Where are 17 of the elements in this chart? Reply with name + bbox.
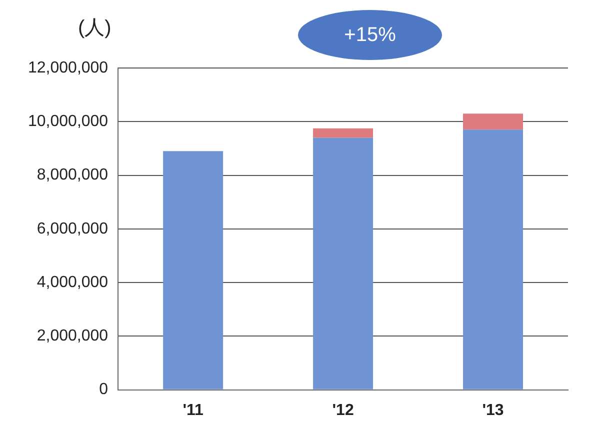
x-tick-label: '11 [182,402,204,419]
y-axis-title: (人) [78,16,112,41]
bar [463,114,524,130]
x-tick-label: '13 [482,402,504,419]
y-tick-label: 8,000,000 [36,166,108,184]
y-tick-label: 12,000,000 [28,59,108,76]
y-tick-label: 10,000,000 [28,113,108,130]
bar [463,130,524,390]
y-tick-label: 0 [99,381,108,398]
bar [163,151,224,390]
bar [313,128,374,138]
bar [313,138,374,390]
x-tick-label: '12 [332,402,354,419]
y-tick-label: 2,000,000 [36,328,108,345]
y-tick-label: 4,000,000 [36,274,108,291]
y-tick-label: 6,000,000 [36,220,108,238]
text: +15% [344,24,396,46]
